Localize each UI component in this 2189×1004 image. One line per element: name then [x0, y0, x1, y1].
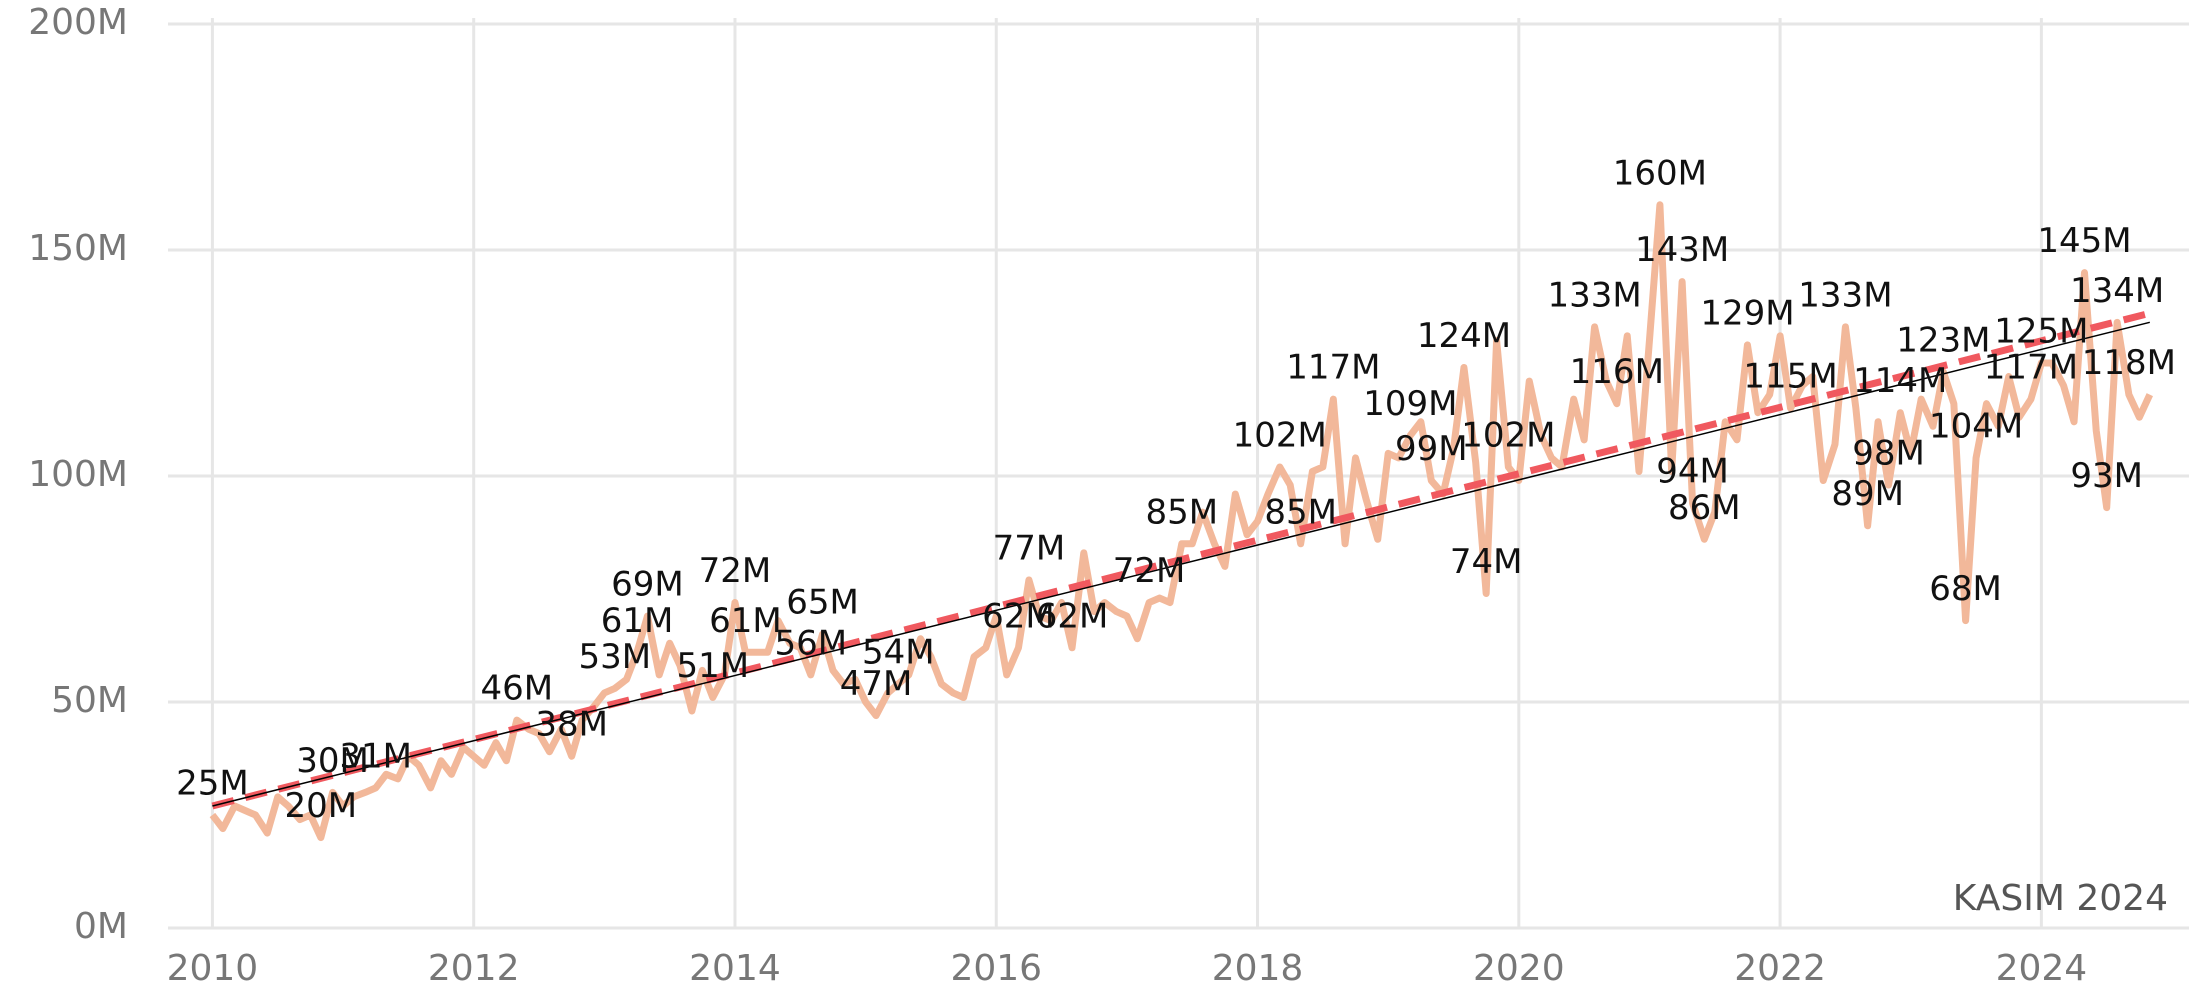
- data-label: 98M: [1852, 434, 1925, 474]
- data-label: 47M: [840, 664, 913, 704]
- data-label: 104M: [1929, 406, 2023, 446]
- data-label: 102M: [1233, 415, 1327, 455]
- data-label: 125M: [1994, 312, 2088, 352]
- data-label: 25M: [176, 764, 249, 804]
- data-label: 56M: [774, 623, 847, 663]
- x-tick-label: 2016: [950, 948, 1042, 989]
- x-tick-label: 2018: [1212, 948, 1304, 989]
- data-label: 85M: [1145, 492, 1218, 532]
- x-tick-label: 2010: [167, 948, 259, 989]
- data-label: 31M: [339, 736, 412, 776]
- data-label: 38M: [535, 705, 608, 745]
- data-label: 72M: [1113, 551, 1186, 591]
- x-tick-label: 2012: [428, 948, 520, 989]
- data-label: 65M: [786, 583, 859, 623]
- series-line: [209, 201, 2153, 842]
- x-tick-label: 2014: [689, 948, 781, 989]
- y-tick-label: 0M: [74, 906, 128, 947]
- data-label: 123M: [1896, 321, 1990, 361]
- data-label: 160M: [1613, 153, 1707, 193]
- data-label: 133M: [1798, 275, 1892, 315]
- data-label: 72M: [699, 551, 772, 591]
- y-tick-label: 100M: [28, 454, 128, 495]
- data-label: 102M: [1461, 415, 1555, 455]
- data-label: 53M: [578, 637, 651, 677]
- trend-line: [211, 309, 2151, 810]
- x-tick-label: 2024: [1996, 948, 2088, 989]
- data-label: 77M: [993, 528, 1066, 568]
- data-label: 69M: [611, 565, 684, 605]
- data-label: 30M: [296, 741, 369, 781]
- data-label: 61M: [601, 601, 674, 641]
- data-label: 115M: [1743, 357, 1837, 397]
- data-label: 133M: [1547, 275, 1641, 315]
- data-label: 68M: [1929, 569, 2002, 609]
- data-label: 117M: [1286, 348, 1380, 388]
- y-tick-label: 150M: [28, 228, 128, 269]
- data-label: 89M: [1831, 474, 1904, 514]
- data-label: 145M: [2037, 221, 2131, 261]
- data-label: 74M: [1450, 542, 1523, 582]
- annotation: KASIM 2024: [1953, 878, 2168, 919]
- y-tick-label: 200M: [28, 2, 128, 43]
- data-label: 85M: [1264, 492, 1337, 532]
- data-label: 51M: [676, 646, 749, 686]
- data-label: 86M: [1668, 488, 1741, 528]
- data-label: 114M: [1853, 361, 1947, 401]
- data-label: 94M: [1656, 452, 1729, 492]
- data-label: 93M: [2070, 456, 2143, 496]
- data-label: 129M: [1700, 293, 1794, 333]
- data-label: 116M: [1570, 352, 1664, 392]
- y-tick-label: 50M: [51, 680, 128, 721]
- data-label: 117M: [1984, 348, 2078, 388]
- data-label: 124M: [1417, 316, 1511, 356]
- data-label: 46M: [481, 669, 554, 709]
- x-tick-label: 2020: [1473, 948, 1565, 989]
- x-tick-label: 2022: [1734, 948, 1826, 989]
- data-label: 143M: [1635, 230, 1729, 270]
- data-label: 118M: [2082, 343, 2176, 383]
- data-label: 54M: [862, 632, 935, 672]
- data-label: 134M: [2070, 271, 2164, 311]
- data-label: 99M: [1395, 429, 1468, 469]
- trend-line: [212, 321, 2150, 807]
- data-label: 62M: [982, 596, 1055, 636]
- data-label: 20M: [285, 786, 358, 826]
- data-label: 62M: [1036, 596, 1109, 636]
- data-label: 109M: [1363, 384, 1457, 424]
- data-label: 61M: [709, 601, 782, 641]
